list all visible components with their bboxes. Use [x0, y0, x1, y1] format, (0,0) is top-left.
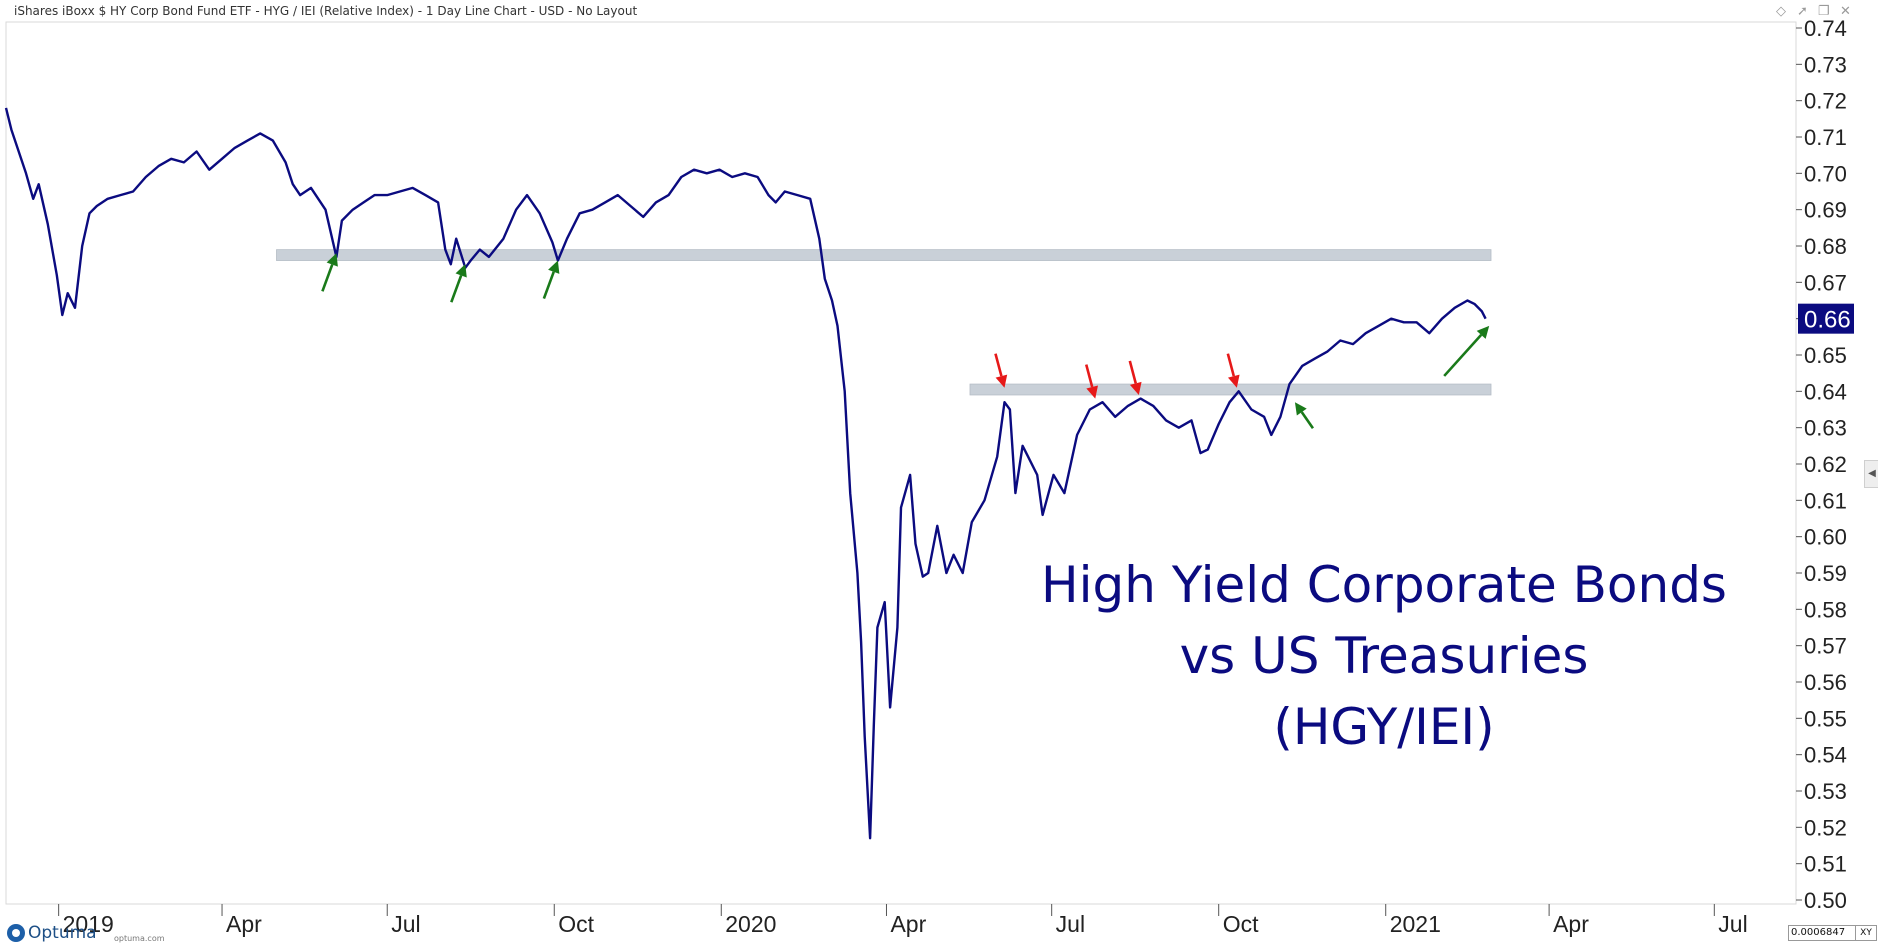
pin-icon[interactable]: ➚	[1797, 3, 1808, 18]
last-value-badge	[1798, 303, 1854, 334]
close-icon[interactable]: ✕	[1840, 3, 1851, 18]
series-line-1	[4, 107, 1487, 840]
y-tick-label: 0.68	[1804, 234, 1847, 259]
y-tick-label: 0.55	[1804, 706, 1847, 731]
y-tick-label: 0.65	[1804, 343, 1847, 368]
last-value-marker: 0.66	[1798, 303, 1854, 334]
y-tick-label: 0.67	[1804, 270, 1847, 295]
x-tick-label: 2021	[1390, 911, 1441, 937]
scale-readout[interactable]: 0.0006847	[1788, 925, 1856, 941]
y-tick-label: 0.61	[1804, 488, 1847, 513]
x-axis-ticks: 2019 Apr Jul Oct 2020 Apr Jul Oct 2021 Apr Jul	[58, 904, 1748, 937]
arrow-markers	[321, 253, 1490, 429]
y-tick-label: 0.58	[1804, 597, 1847, 622]
y-tick-label: 0.50	[1804, 888, 1847, 913]
x-tick-label: Jul	[1718, 911, 1747, 937]
x-tick-label: Apr	[226, 911, 262, 937]
annotation-line-3: (HGY/IEI)	[1273, 698, 1494, 756]
xy-toggle[interactable]: XY	[1855, 925, 1877, 941]
y-tick-label: 0.52	[1804, 815, 1847, 840]
optuma-logo-site: optuma.com	[114, 934, 165, 943]
y-tick-label: 0.57	[1804, 634, 1847, 659]
y-tick-label: 0.53	[1804, 779, 1847, 804]
down-arrow-6	[1128, 360, 1142, 395]
up-arrow-3	[542, 260, 560, 299]
y-tick-label: 0.71	[1804, 125, 1847, 150]
y-tick-label: 0.64	[1804, 379, 1847, 404]
plot-frame	[5, 21, 1797, 905]
series-line-layer	[4, 107, 1487, 840]
support-band-2	[969, 383, 1492, 396]
y-tick-label: 0.72	[1804, 89, 1847, 114]
y-tick-label: 0.60	[1804, 525, 1847, 550]
x-tick-label: Jul	[1056, 911, 1085, 937]
x-tick-label: Oct	[1223, 911, 1259, 937]
y-tick-label: 0.74	[1804, 16, 1847, 41]
down-arrow-7	[1226, 353, 1240, 388]
up-arrow-8	[1294, 402, 1315, 429]
optuma-logo-mark	[7, 924, 25, 942]
y-tick-label: 0.69	[1804, 198, 1847, 223]
restore-icon[interactable]: ❐	[1818, 3, 1830, 18]
annotation-line-2: vs US Treasuries	[1180, 627, 1589, 685]
x-tick-label: 2019	[63, 911, 114, 937]
y-tick-label: 0.51	[1804, 852, 1847, 877]
y-tick-label: 0.63	[1804, 416, 1847, 441]
chart-title-bar: iShares iBoxx $ HY Corp Bond Fund ETF - …	[14, 4, 638, 18]
y-tick-label: 0.56	[1804, 670, 1847, 695]
up-arrow-2	[450, 264, 467, 303]
chart-header: iShares iBoxx $ HY Corp Bond Fund ETF - …	[0, 0, 1878, 22]
x-tick-label: Jul	[391, 911, 420, 937]
diamond-icon[interactable]: ◇	[1776, 3, 1786, 18]
up-arrow-9	[1443, 325, 1490, 377]
x-tick-label: Oct	[558, 911, 594, 937]
down-arrow-4	[994, 353, 1008, 388]
y-tick-label: 0.62	[1804, 452, 1847, 477]
chart-annotation: High Yield Corporate Bonds vs US Treasuri…	[1041, 556, 1727, 756]
x-tick-label: Apr	[1553, 911, 1589, 937]
collapse-arrow-icon[interactable]: ◀	[1864, 460, 1878, 488]
optuma-logo-name: Optuma	[28, 923, 97, 943]
x-tick-label: 2020	[725, 911, 776, 937]
y-axis-ticks: 0.50 0.51 0.52 0.53 0.54 0.55 0.56 0.57 0.58 0.59…	[1796, 16, 1847, 913]
x-tick-label: Apr	[890, 911, 926, 937]
last-value-label: 0.66	[1804, 307, 1851, 334]
y-tick-label: 0.59	[1804, 561, 1847, 586]
annotation-line-1: High Yield Corporate Bonds	[1041, 556, 1727, 614]
y-tick-label: 0.73	[1804, 52, 1847, 77]
optuma-logo-icon: Optuma optuma.com	[4, 920, 165, 946]
down-arrow-5	[1084, 364, 1098, 399]
support-band-1	[276, 249, 1492, 261]
y-tick-label: 0.70	[1804, 161, 1847, 186]
support-bands	[276, 249, 1492, 396]
y-tick-label: 0.54	[1804, 743, 1847, 768]
up-arrow-1	[321, 253, 338, 292]
